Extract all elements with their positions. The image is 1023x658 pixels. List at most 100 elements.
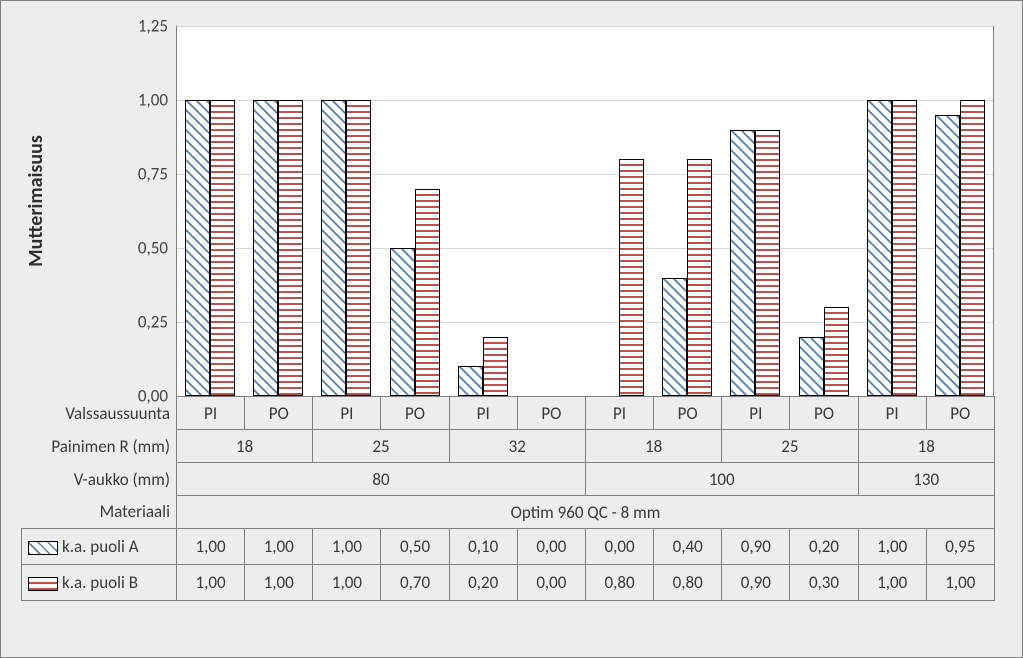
data-cell: 0,20 — [790, 529, 858, 565]
bar-group — [449, 26, 517, 396]
data-cell: 0,95 — [926, 529, 994, 565]
category-cell: PI — [313, 397, 381, 430]
data-cell: 0,80 — [654, 565, 722, 601]
bar-group — [926, 26, 994, 396]
category-cell: 18 — [858, 430, 994, 463]
plot-area: 0,000,250,500,751,001,25 — [176, 26, 994, 396]
bar-group — [653, 26, 721, 396]
series-legend-label: k.a. puoli A — [62, 536, 139, 557]
data-cell: 0,90 — [722, 529, 790, 565]
bar-group — [381, 26, 449, 396]
data-row: k.a. puoli B1,001,001,000,700,200,000,80… — [22, 565, 995, 601]
bar-series-b — [619, 159, 644, 396]
bar-series-a — [321, 100, 346, 396]
bar-series-a — [935, 115, 960, 396]
category-cell: 25 — [313, 430, 449, 463]
bar-series-b — [960, 100, 985, 396]
bar-series-a — [662, 278, 687, 396]
category-row: MateriaaliOptim 960 QC - 8 mm — [22, 496, 995, 529]
category-cell: PO — [926, 397, 994, 430]
category-cell: 80 — [177, 463, 586, 496]
data-cell: 1,00 — [313, 565, 381, 601]
data-cell: 1,00 — [177, 529, 245, 565]
bar-series-b — [346, 100, 371, 396]
category-cell: 18 — [585, 430, 721, 463]
data-cell: 1,00 — [858, 529, 926, 565]
data-cell: 0,20 — [449, 565, 517, 601]
bar-group — [312, 26, 380, 396]
bar-group — [721, 26, 789, 396]
bar-series-b — [210, 100, 235, 396]
data-cell: 1,00 — [313, 529, 381, 565]
y-tick-label: 1,25 — [138, 16, 176, 37]
bar-series-b — [415, 189, 440, 396]
data-cell: 1,00 — [858, 565, 926, 601]
data-cell: 1,00 — [245, 529, 313, 565]
bar-series-b — [755, 130, 780, 396]
data-cell: 1,00 — [177, 565, 245, 601]
y-axis-title: Mutterimaisuus — [24, 135, 48, 267]
category-cell: PO — [654, 397, 722, 430]
data-cell: 0,70 — [381, 565, 449, 601]
bar-series-b — [278, 100, 303, 396]
category-cell: 18 — [177, 430, 313, 463]
data-cell: 0,00 — [517, 565, 585, 601]
category-cell: PI — [449, 397, 517, 430]
bar-group — [176, 26, 244, 396]
data-cell: 0,90 — [722, 565, 790, 601]
bars-layer — [176, 26, 994, 396]
data-cell: 0,00 — [585, 529, 653, 565]
category-row-label: Materiaali — [22, 496, 177, 529]
y-tick-label: 1,00 — [138, 90, 176, 111]
bar-series-a — [799, 337, 824, 396]
data-cell: 0,10 — [449, 529, 517, 565]
data-row: k.a. puoli A1,001,001,000,500,100,000,00… — [22, 529, 995, 565]
bar-series-b — [687, 159, 712, 396]
bar-group — [858, 26, 926, 396]
category-row-label: Valssaussuunta — [22, 397, 177, 430]
category-and-data-table: ValssaussuuntaPIPOPIPOPIPOPIPOPIPOPIPOPa… — [21, 396, 995, 601]
bar-series-b — [483, 337, 508, 396]
series-legend-cell: k.a. puoli B — [22, 565, 177, 601]
series-legend-cell: k.a. puoli A — [22, 529, 177, 565]
data-cell: 0,80 — [585, 565, 653, 601]
category-row: Painimen R (mm)182532182518 — [22, 430, 995, 463]
bar-group — [585, 26, 653, 396]
category-cell: PI — [177, 397, 245, 430]
category-row: ValssaussuuntaPIPOPIPOPIPOPIPOPIPOPIPO — [22, 397, 995, 430]
y-tick-label: 0,75 — [138, 164, 176, 185]
y-tick-label: 0,50 — [138, 238, 176, 259]
legend-swatch-icon — [28, 541, 58, 555]
y-tick-label: 0,25 — [138, 312, 176, 333]
category-cell: 32 — [449, 430, 585, 463]
data-cell: 1,00 — [245, 565, 313, 601]
category-row-label: Painimen R (mm) — [22, 430, 177, 463]
category-row: V-aukko (mm)80100130 — [22, 463, 995, 496]
series-legend-label: k.a. puoli B — [62, 572, 138, 593]
data-cell: 0,40 — [654, 529, 722, 565]
category-cell: PO — [517, 397, 585, 430]
bar-group — [517, 26, 585, 396]
category-cell: PI — [858, 397, 926, 430]
category-cell: PO — [790, 397, 858, 430]
category-cell: 25 — [722, 430, 858, 463]
category-cell: PI — [722, 397, 790, 430]
bar-series-b — [824, 307, 849, 396]
category-cell: 130 — [858, 463, 994, 496]
bar-series-a — [730, 130, 755, 396]
bar-group — [244, 26, 312, 396]
bar-group — [790, 26, 858, 396]
data-cell: 0,30 — [790, 565, 858, 601]
bar-series-a — [458, 366, 483, 396]
data-cell: 1,00 — [926, 565, 994, 601]
data-cell: 0,00 — [517, 529, 585, 565]
bar-series-a — [390, 248, 415, 396]
category-cell: PO — [245, 397, 313, 430]
category-cell: 100 — [585, 463, 858, 496]
bar-series-a — [185, 100, 210, 396]
legend-swatch-icon — [28, 577, 58, 591]
category-cell: PI — [585, 397, 653, 430]
bar-series-a — [867, 100, 892, 396]
data-cell: 0,50 — [381, 529, 449, 565]
category-cell: Optim 960 QC - 8 mm — [177, 496, 995, 529]
